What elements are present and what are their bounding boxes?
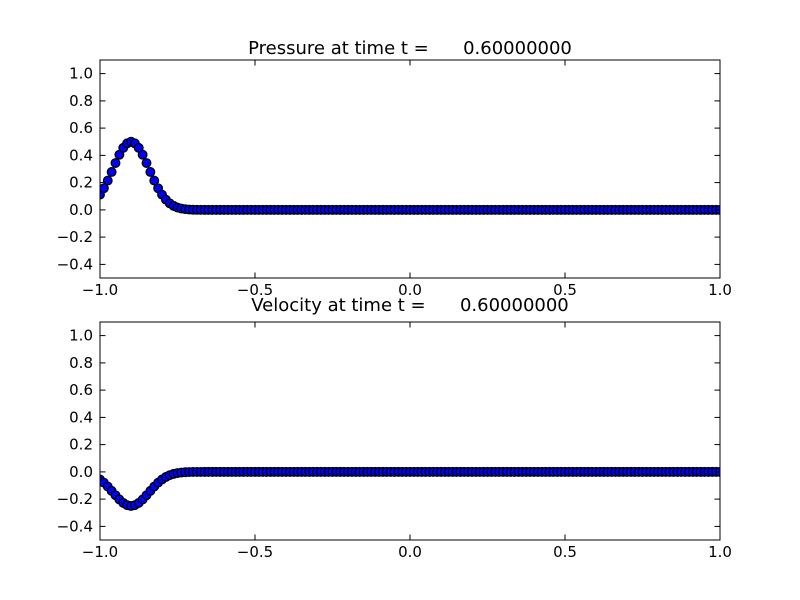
data-point-marker — [145, 167, 156, 177]
x-tick-label: −1.0 — [82, 543, 118, 561]
y-tick-label: 0.2 — [69, 174, 93, 192]
y-tick-label: 0.4 — [69, 408, 93, 426]
y-tick-label: −0.2 — [57, 228, 93, 246]
x-tick-label: 0.0 — [398, 543, 422, 561]
data-point-marker — [137, 149, 148, 160]
x-tick-label: 0.5 — [553, 281, 577, 299]
pressure-plot-title: Pressure at time t = 0.60000000 — [248, 38, 572, 59]
data-point-marker — [141, 158, 152, 169]
series-velocity-markers — [100, 466, 720, 511]
y-tick-label: 0.8 — [69, 92, 93, 110]
data-point-marker — [106, 167, 117, 177]
axes-frame-0 — [99, 59, 721, 279]
y-tick-label: 1.0 — [69, 65, 93, 83]
y-tick-label: −0.2 — [57, 490, 93, 508]
y-tick-label: 0.6 — [69, 119, 93, 137]
x-tick-label: 1.0 — [708, 543, 732, 561]
y-tick-label: −0.4 — [57, 517, 93, 535]
series-pressure-markers — [100, 136, 720, 215]
data-point-marker — [102, 175, 113, 186]
x-tick-label: 1.0 — [708, 281, 732, 299]
x-tick-label: 0.5 — [553, 543, 577, 561]
velocity-plot-title: Velocity at time t = 0.60000000 — [251, 295, 569, 316]
axes-frame-1 — [99, 321, 721, 541]
y-tick-label: 0.8 — [69, 354, 93, 372]
data-point-marker — [100, 183, 109, 194]
y-tick-label: −0.4 — [57, 255, 93, 273]
x-tick-label: −0.5 — [237, 543, 273, 561]
y-tick-label: 0.2 — [69, 436, 93, 454]
y-tick-label: 0.0 — [69, 201, 93, 219]
x-tick-label: 0.0 — [398, 281, 422, 299]
y-tick-label: 0.0 — [69, 463, 93, 481]
data-point-marker — [110, 158, 121, 169]
x-tick-label: −1.0 — [82, 281, 118, 299]
y-tick-label: 0.4 — [69, 146, 93, 164]
data-point-marker — [149, 175, 160, 186]
y-tick-label: 0.6 — [69, 381, 93, 399]
y-tick-label: 1.0 — [69, 327, 93, 345]
x-tick-label: −0.5 — [237, 281, 273, 299]
